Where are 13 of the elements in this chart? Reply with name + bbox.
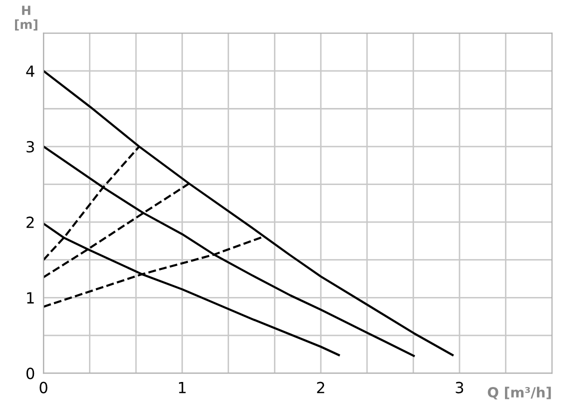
y-axis-title: H [m] <box>15 6 38 31</box>
x-tick-label: 2 <box>317 382 324 394</box>
y-tick-label: 0 <box>26 368 34 380</box>
y-tick-label: 2 <box>26 216 34 228</box>
x-tick-label: 0 <box>40 382 48 394</box>
line-series <box>44 70 454 356</box>
x-tick-label: 3 <box>456 382 464 394</box>
x-axis-title: Q [m³/h] <box>488 386 551 400</box>
y-tick-label: 4 <box>26 66 34 77</box>
y-tick-label: 1 <box>27 292 34 304</box>
y-tick-label: 3 <box>26 141 34 153</box>
x-tick-label: 1 <box>178 382 186 394</box>
line-series <box>44 145 415 357</box>
